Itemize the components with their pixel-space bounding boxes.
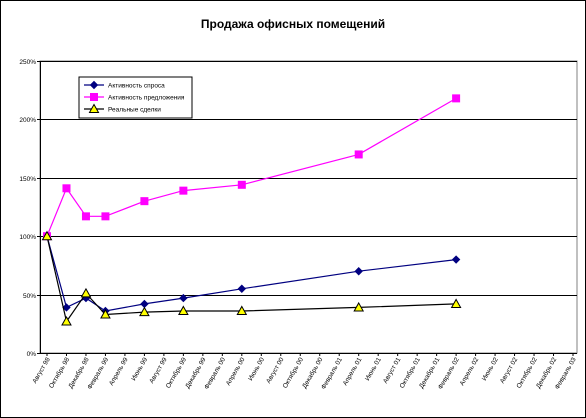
data-point: [139, 306, 150, 317]
x-tick-label: Апрель 01: [342, 356, 364, 387]
data-point: [89, 80, 99, 90]
y-tick-label: 50%: [23, 293, 36, 300]
legend-label: Активность предложения: [108, 95, 185, 102]
x-tick-label: Август 02: [499, 356, 520, 385]
y-tick-label: 100%: [19, 234, 36, 241]
chart-title: Продажа офисных помещений: [200, 17, 386, 31]
data-point: [100, 308, 111, 319]
x-tick-label: Июнь 99: [130, 356, 149, 382]
x-tick-label: Август 99: [148, 356, 169, 385]
x-tick-label: Февраль 99: [86, 356, 110, 391]
data-point: [62, 184, 71, 193]
data-point: [354, 150, 363, 159]
y-tick-label: 0%: [27, 351, 37, 358]
data-point: [140, 197, 149, 206]
x-tick-label: Февраль 01: [320, 356, 344, 391]
data-point: [62, 303, 71, 312]
data-point: [237, 180, 246, 189]
legend-label: Активность спроса: [108, 83, 165, 90]
data-point: [179, 293, 188, 303]
data-point: [451, 255, 461, 264]
data-point: [354, 267, 363, 276]
data-point: [81, 212, 90, 221]
data-point: [353, 301, 365, 312]
data-point: [41, 230, 53, 241]
x-tick-label: Июнь 00: [247, 356, 266, 382]
data-point: [236, 305, 248, 315]
x-tick-label: Февраль 00: [203, 356, 227, 391]
data-point: [452, 94, 461, 103]
x-tick-label: Август 00: [265, 356, 286, 385]
x-tick-label: Июнь 01: [364, 356, 383, 382]
data-point: [450, 298, 462, 308]
y-tick-label: 250%: [19, 59, 36, 66]
data-point: [237, 284, 247, 293]
data-point: [178, 305, 189, 315]
y-tick-label: 150%: [19, 176, 36, 183]
x-tick-label: Август 01: [382, 356, 403, 385]
data-point: [88, 103, 100, 113]
x-tick-label: Апрель 02: [459, 356, 481, 387]
x-tick-label: Июнь 02: [481, 356, 500, 382]
x-tick-label: Апрель 99: [108, 356, 130, 387]
data-point: [101, 212, 110, 221]
x-tick-label: Февраль 03: [554, 356, 578, 391]
data-point: [61, 315, 72, 326]
x-tick-label: Февраль 02: [437, 356, 461, 391]
data-point: [80, 287, 92, 298]
legend-label: Реальные сделки: [108, 107, 161, 114]
data-point: [90, 93, 98, 101]
x-tick-label: Август 98: [31, 356, 52, 385]
x-tick-label: Апрель 00: [225, 356, 247, 387]
data-point: [179, 186, 188, 195]
y-tick-label: 200%: [19, 117, 36, 124]
